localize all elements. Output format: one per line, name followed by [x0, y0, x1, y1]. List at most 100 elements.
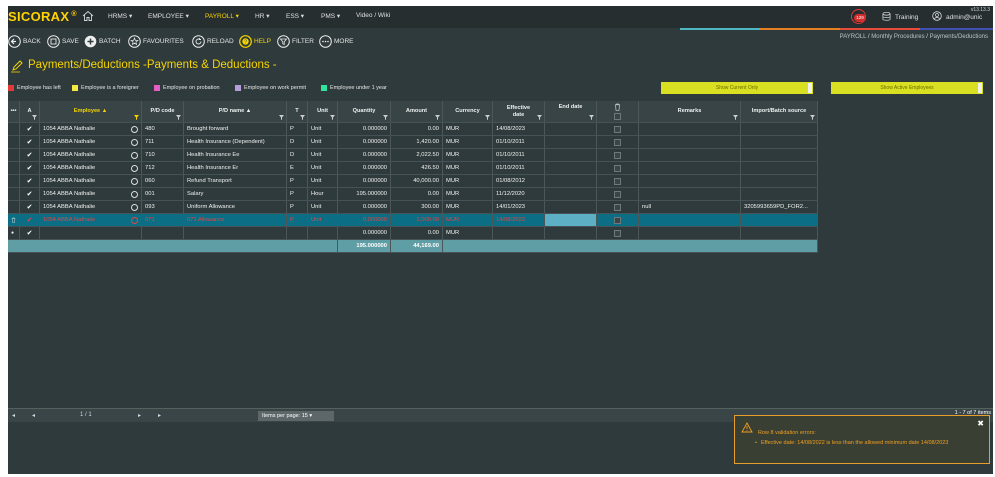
trash-icon[interactable] [11, 216, 16, 224]
new-row[interactable]: ● ✔ 0.000000 0.00 MUR [8, 227, 818, 240]
cell-end-date[interactable] [545, 201, 597, 213]
cell-currency[interactable]: MUR [443, 162, 493, 174]
cell-import-source[interactable] [741, 214, 818, 226]
cell-amount[interactable]: 40,000.00 [391, 175, 443, 187]
person-icon[interactable] [131, 151, 138, 159]
cell-amount[interactable]: 0.00 [391, 123, 443, 135]
batch-button[interactable]: BATCH [84, 34, 121, 48]
cell-currency[interactable]: MUR [443, 188, 493, 200]
cell-currency[interactable]: MUR [443, 175, 493, 187]
cell-quantity[interactable]: 0.000000 [338, 149, 391, 161]
more-button[interactable]: MORE [319, 34, 354, 48]
cell-remarks[interactable] [639, 188, 741, 200]
cell-amount[interactable]: 0.00 [391, 188, 443, 200]
cell-quantity[interactable]: 0.000000 [338, 162, 391, 174]
nav-payroll[interactable]: PAYROLL ▾ [205, 13, 239, 20]
page-title[interactable]: Payments/Deductions -Payments & Deductio… [28, 59, 277, 71]
trash-icon[interactable] [614, 103, 621, 111]
cell-amount[interactable]: 300.00 [391, 201, 443, 213]
first-page-icon[interactable]: ◂ [12, 413, 16, 419]
cell-currency[interactable]: MUR [443, 123, 493, 135]
nav-pms[interactable]: PMS ▾ [321, 13, 341, 20]
cell-quantity[interactable]: 0.000000 [338, 201, 391, 213]
cell-pd-code[interactable]: 712 [142, 162, 184, 174]
show-active-employees-button[interactable]: Show Active Employees [831, 82, 983, 94]
cell-pd-code[interactable]: 071 [142, 214, 184, 226]
save-button[interactable]: SAVE [47, 34, 79, 48]
row-active-check[interactable]: ✔ [20, 123, 40, 135]
filter-icon[interactable] [537, 115, 542, 120]
cell-pd-code[interactable]: 711 [142, 136, 184, 148]
back-button[interactable]: BACK [8, 34, 41, 48]
header-t[interactable]: T [287, 101, 308, 122]
filter-icon[interactable] [300, 115, 305, 120]
row-delete-checkbox[interactable] [614, 125, 621, 133]
cell-import-source[interactable] [741, 188, 818, 200]
header-remarks[interactable]: Remarks [639, 101, 741, 122]
breadcrumb-monthly-procedures[interactable]: Monthly Procedures [871, 34, 925, 40]
filter-icon[interactable] [32, 115, 37, 120]
row-delete-checkbox[interactable] [614, 138, 621, 146]
cell-pd-name[interactable]: Health Insurance Ee [184, 149, 287, 161]
cell-pd-name[interactable]: Brought forward [184, 123, 287, 135]
cell-unit[interactable] [308, 227, 338, 239]
header-effective-date[interactable]: Effective date [493, 101, 545, 122]
cell-t[interactable]: D [287, 149, 308, 161]
row-delete-checkbox[interactable] [614, 229, 621, 237]
header-import-source[interactable]: Import/Batch source [741, 101, 818, 122]
filter-icon[interactable] [279, 115, 284, 120]
row-delete-checkbox[interactable] [614, 151, 621, 159]
reload-button[interactable]: RELOAD [192, 34, 234, 48]
selected-row[interactable]: ✔ 1054 ABBA Nathalie 071 071 Allowance P Unit… [8, 214, 818, 227]
cell-end-date[interactable] [545, 214, 597, 226]
breadcrumb-payments-deductions[interactable]: Payments/Deductions [929, 34, 988, 40]
cell-remarks[interactable] [639, 149, 741, 161]
cell-unit[interactable]: Unit [308, 136, 338, 148]
table-row[interactable]: ✔ 1054 ABBA Nathalie 710 Health Insurance E… [8, 149, 818, 162]
cell-unit[interactable]: Unit [308, 175, 338, 187]
row-active-check[interactable]: ✔ [20, 162, 40, 174]
cell-remarks[interactable] [639, 227, 741, 239]
cell-quantity[interactable]: 0.000000 [338, 214, 391, 226]
cell-quantity[interactable]: 0.000000 [338, 136, 391, 148]
cell-employee[interactable]: 1054 ABBA Nathalie [40, 136, 142, 148]
cell-employee[interactable] [40, 227, 142, 239]
header-options[interactable]: ••• [8, 101, 20, 122]
cell-amount[interactable]: 1,000.00 [391, 214, 443, 226]
show-current-only-button[interactable]: Show Current Only [661, 82, 813, 94]
filter-icon[interactable] [435, 115, 440, 120]
cell-employee[interactable]: 1054 ABBA Nathalie [40, 175, 142, 187]
cell-pd-name[interactable]: Health Insurance Er [184, 162, 287, 174]
header-end-date[interactable]: End date [545, 101, 597, 122]
filter-icon[interactable] [485, 115, 490, 120]
cell-remarks[interactable] [639, 123, 741, 135]
nav-ess[interactable]: ESS ▾ [286, 13, 305, 20]
cell-pd-code[interactable]: 480 [142, 123, 184, 135]
person-icon[interactable] [131, 190, 138, 198]
filter-icon[interactable] [134, 115, 139, 120]
cell-remarks[interactable] [639, 175, 741, 187]
row-active-check[interactable]: ✔ [20, 175, 40, 187]
cell-unit[interactable]: Unit [308, 149, 338, 161]
cell-pd-name[interactable]: 071 Allowance [184, 214, 287, 226]
filter-icon[interactable] [176, 115, 181, 120]
nav-hr[interactable]: HR ▾ [255, 13, 270, 20]
cell-quantity[interactable]: 195.000000 [338, 188, 391, 200]
cell-quantity[interactable]: 0.000000 [338, 227, 391, 239]
cell-amount[interactable]: 0.00 [391, 227, 443, 239]
cell-effective-date[interactable]: 11/12/2020 [493, 188, 545, 200]
nav-employee[interactable]: EMPLOYEE ▾ [148, 13, 189, 20]
cell-employee[interactable]: 1054 ABBA Nathalie [40, 149, 142, 161]
cell-t[interactable]: P [287, 214, 308, 226]
row-active-check[interactable]: ✔ [20, 149, 40, 161]
items-per-page-select[interactable]: Items per page: 15 ▾ [258, 411, 334, 421]
cell-t[interactable]: P [287, 188, 308, 200]
cell-effective-date[interactable] [493, 227, 545, 239]
row-delete-checkbox[interactable] [614, 177, 621, 185]
home-icon[interactable] [82, 10, 94, 22]
cell-pd-name[interactable] [184, 227, 287, 239]
cell-remarks[interactable] [639, 162, 741, 174]
header-amount[interactable]: Amount [391, 101, 443, 122]
cell-import-source[interactable]: 3205993659PD_FOR2... [741, 201, 818, 213]
breadcrumb-payroll[interactable]: PAYROLL [839, 34, 867, 40]
